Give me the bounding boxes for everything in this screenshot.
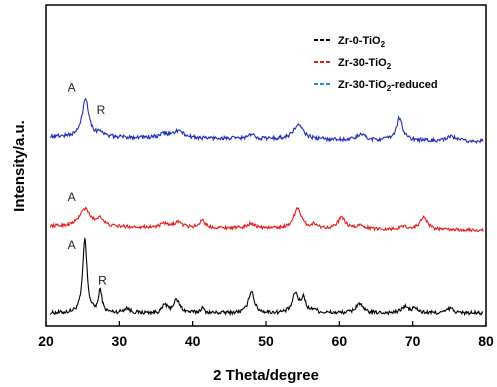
annotations: A R A A R — [68, 81, 107, 288]
x-tick-label-0: 20 — [38, 333, 54, 349]
legend-label-2: Zr-30-TiO2-reduced — [338, 79, 438, 93]
x-tick-label-1: 30 — [112, 333, 128, 349]
x-tick-label-3: 50 — [258, 333, 274, 349]
series-line-0 — [49, 237, 484, 317]
legend: Zr-0-TiO2 Zr-30-TiO2 Zr-30-TiO2-reduced — [314, 35, 438, 93]
peak-label-0: A — [68, 81, 76, 95]
x-tick-label-6: 80 — [478, 333, 494, 349]
legend-label-1: Zr-30-TiO2 — [338, 57, 392, 71]
legend-label-0: Zr-0-TiO2 — [338, 35, 386, 49]
peak-label-1: R — [97, 103, 106, 117]
series-line-1 — [49, 206, 484, 233]
x-axis-tick-labels: 20 30 40 50 60 70 80 — [38, 333, 494, 349]
y-axis-title: Intensity/a.u. — [11, 120, 28, 212]
x-axis-title: 2 Theta/degree — [213, 367, 319, 384]
x-axis-ticks — [45, 321, 487, 326]
peak-label-2: A — [68, 190, 76, 204]
x-tick-label-4: 60 — [332, 333, 348, 349]
series-line-2 — [49, 97, 484, 145]
x-tick-label-2: 40 — [185, 333, 201, 349]
peak-label-4: R — [98, 273, 107, 287]
plot-frame — [45, 4, 487, 327]
x-tick-label-5: 70 — [405, 333, 421, 349]
peak-label-3: A — [68, 238, 76, 252]
series-layer — [49, 97, 484, 317]
